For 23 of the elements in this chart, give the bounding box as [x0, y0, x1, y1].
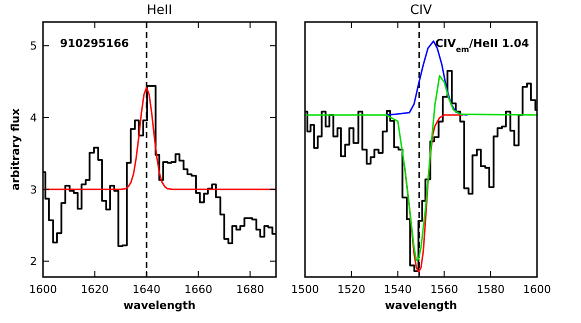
chart-title: HeII [146, 3, 172, 18]
x-tick-label: 1660 [184, 283, 212, 296]
x-tick-label: 1600 [29, 283, 57, 296]
y-tick-label: 5 [30, 40, 37, 53]
x-tick-label: 1540 [384, 283, 412, 296]
y-tick-label: 3 [30, 183, 37, 196]
x-tick-label: 1600 [523, 283, 551, 296]
x-axis-title: wavelength [384, 299, 458, 312]
line-series [43, 86, 276, 190]
x-tick-label: 1580 [476, 283, 505, 296]
x-tick-label: 1680 [236, 283, 264, 296]
y-tick-label: 2 [30, 255, 37, 268]
annotation: CIV$_{em}$/HeII 1.04 [435, 37, 530, 54]
x-axis-title: wavelength [123, 299, 196, 312]
x-tick-label: 1500 [291, 283, 319, 296]
x-tick-label: 1560 [430, 283, 458, 296]
y-tick-label: 4 [30, 112, 37, 125]
chart-title: CIV [410, 3, 432, 18]
annotation: 910295166 [60, 37, 130, 50]
x-tick-label: 1520 [337, 283, 366, 296]
x-tick-label: 1640 [132, 283, 161, 296]
y-axis-title: arbitrary flux [9, 108, 22, 191]
x-tick-label: 1620 [80, 283, 109, 296]
